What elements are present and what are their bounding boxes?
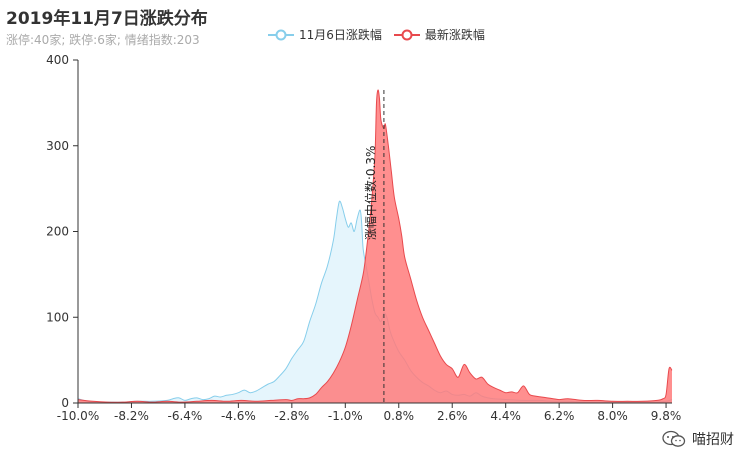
y-tick-label-2: 200 (46, 225, 69, 239)
x-tick-label-2: -6.4% (168, 409, 203, 423)
x-tick-label-8: 4.4% (490, 409, 521, 423)
chart-title: 2019年11月7日涨跌分布 (6, 9, 208, 29)
x-tick-label-3: -4.6% (221, 409, 256, 423)
x-tick-label-11: 9.8% (651, 409, 682, 423)
legend-label-latest: 最新涨跌幅 (424, 28, 485, 42)
y-tick-label-4: 400 (46, 53, 69, 67)
legend: 11月6日涨跌幅 最新涨跌幅 (268, 26, 497, 43)
legend-swatch-nov6 (268, 29, 294, 40)
legend-item-latest[interactable]: 最新涨跌幅 (393, 26, 485, 43)
x-tick-label-4: -2.8% (274, 409, 309, 423)
x-tick-label-1: -8.2% (114, 409, 149, 423)
x-tick-label-0: -10.0% (57, 409, 99, 423)
legend-item-nov6[interactable]: 11月6日涨跌幅 (268, 26, 382, 43)
y-tick-label-0: 0 (61, 396, 69, 410)
x-tick-label-10: 8.0% (597, 409, 628, 423)
chart-subtitle: 涨停:40家; 跌停:6家; 情绪指数:203 (6, 33, 200, 47)
x-tick-label-6: 0.8% (384, 409, 415, 423)
watermark: 喵招财 (662, 429, 734, 449)
wechat-icon (662, 430, 686, 447)
x-tick-label-7: 2.6% (437, 409, 468, 423)
legend-label-nov6: 11月6日涨跌幅 (299, 28, 382, 42)
y-tick-label-1: 100 (46, 310, 69, 324)
series-area-1 (78, 89, 672, 403)
series-line-1 (77, 89, 673, 403)
y-tick-label-3: 300 (46, 139, 69, 153)
median-label: 涨幅中位数:0.3% (363, 146, 378, 241)
watermark-text: 喵招财 (692, 432, 734, 448)
x-tick-label-9: 6.2% (544, 409, 575, 423)
legend-swatch-latest (393, 29, 420, 40)
x-tick-label-5: -1.0% (328, 409, 363, 423)
